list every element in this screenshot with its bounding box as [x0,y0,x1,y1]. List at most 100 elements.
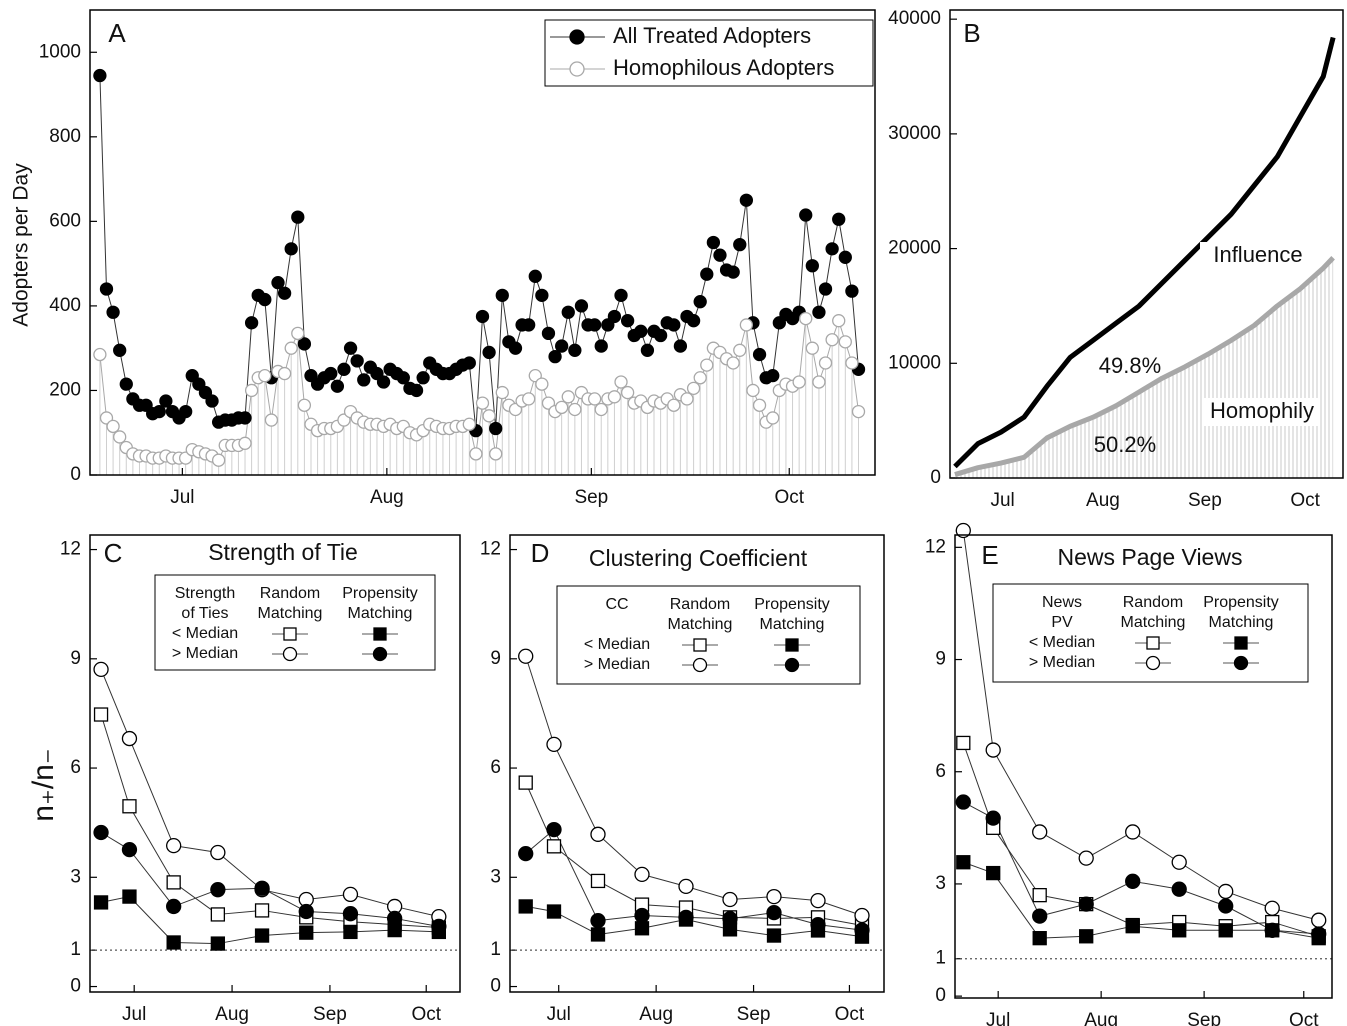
marker [93,824,109,841]
marker [431,918,447,935]
y-tick-label: 1000 [39,41,81,62]
marker [122,799,137,814]
y-tick-label: 6 [935,761,946,782]
marker [1311,926,1327,942]
legend-header: Matching [258,605,323,622]
y-tick-label: 6 [490,757,501,778]
x-tick-label: Jul [986,1010,1010,1026]
legend-marker [372,646,388,662]
panel-letter: E [981,540,998,570]
x-tick-label: Oct [411,1004,441,1025]
marker [93,347,107,362]
marker [166,898,182,915]
marker [244,316,259,330]
marker [113,430,127,444]
legend-header: Matching [760,616,825,633]
marker [1078,850,1094,866]
marker [342,886,359,903]
series-line [963,801,1319,935]
plot-frame [954,534,1333,999]
panel-letter: C [104,538,123,568]
marker [985,742,1001,758]
panel-title: Strength of Tie [208,539,358,565]
marker [518,648,534,664]
series-line [100,669,439,918]
legend-row-label: > Median [172,645,238,662]
marker [634,866,650,883]
marker [271,276,285,290]
marker [93,661,109,678]
marker [284,242,298,256]
marker [254,880,270,896]
y-tick-label: 3 [70,866,81,887]
marker [210,907,226,922]
marker [1218,923,1233,938]
legend-label: Homophilous Adopters [613,55,834,80]
marker [854,922,870,938]
marker [298,903,314,920]
marker [299,925,314,940]
marker [956,735,971,751]
marker [1032,888,1047,903]
marker [528,269,542,283]
marker [555,400,569,415]
legend-row-label: < Median [584,636,650,653]
legend-header: Propensity [754,596,830,613]
y-tick-label: 800 [49,126,81,147]
legend-header: Random [260,585,320,602]
marker [590,826,606,842]
marker [726,265,740,279]
x-tick-label: Jul [990,490,1014,511]
marker [634,907,650,924]
marker [832,212,846,226]
marker [258,369,272,383]
series-line [100,832,439,927]
marker [337,362,351,376]
marker [667,398,681,412]
marker [210,844,226,861]
marker [832,314,846,328]
x-tick-label: Sep [574,487,608,508]
marker [607,390,622,404]
panel-letter: A [108,18,126,48]
marker [258,292,272,307]
marker [555,339,569,353]
series-line [99,318,860,461]
marker [210,882,226,898]
marker [722,891,738,908]
marker [818,356,833,370]
marker [1171,881,1187,897]
marker [106,419,120,434]
series-line [100,714,439,929]
marker [634,324,648,338]
y-tick-label: 3 [490,866,501,887]
marker [854,907,870,924]
marker [845,356,859,370]
marker [587,318,602,332]
marker [324,366,338,381]
marker [693,371,707,385]
marker [113,343,127,357]
marker [799,208,813,222]
legend-marker [1233,655,1249,671]
marker [469,447,483,461]
y-tick-label: 20000 [888,238,941,259]
marker [568,402,582,417]
marker [640,343,655,357]
x-tick-label: Aug [639,1004,673,1025]
y-tick-label: 0 [930,467,941,488]
marker [812,305,826,319]
marker [620,314,635,328]
series-line [99,75,860,432]
legend-header: Random [670,596,730,613]
y-tick-label: 9 [935,649,946,670]
marker [93,68,107,83]
marker [713,248,727,262]
y-tick-label: 400 [49,295,81,316]
x-tick-label: Oct [774,487,804,508]
legend-label: All Treated Adopters [613,23,811,48]
marker [159,394,173,408]
legend-box [556,585,861,685]
panel-title: News Page Views [1058,544,1243,570]
